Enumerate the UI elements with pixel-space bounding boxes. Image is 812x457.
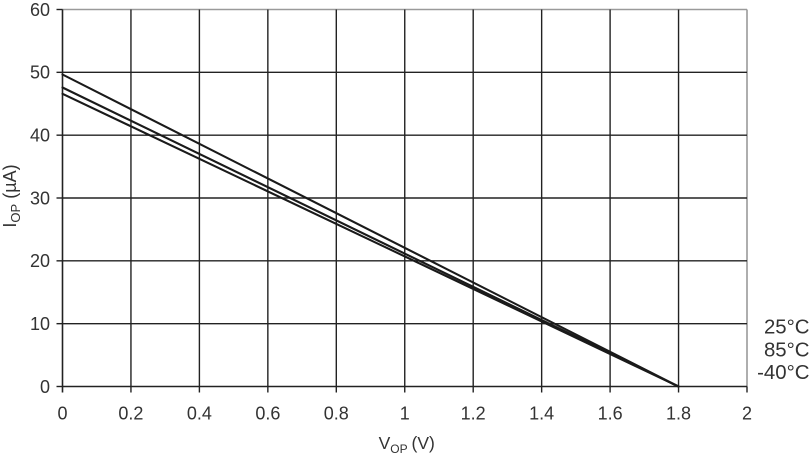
svg-text:1.4: 1.4 <box>529 403 554 423</box>
svg-text:1: 1 <box>400 403 410 423</box>
svg-text:20: 20 <box>30 251 50 271</box>
svg-text:25°C: 25°C <box>764 317 810 339</box>
svg-text:1.8: 1.8 <box>666 403 691 423</box>
svg-text:-40°C: -40°C <box>757 362 809 384</box>
svg-text:85°C: 85°C <box>764 339 810 361</box>
svg-text:0.8: 0.8 <box>324 403 349 423</box>
svg-text:1.2: 1.2 <box>461 403 486 423</box>
svg-text:60: 60 <box>30 0 50 20</box>
svg-text:0.4: 0.4 <box>187 403 212 423</box>
svg-text:0.2: 0.2 <box>118 403 143 423</box>
svg-text:10: 10 <box>30 314 50 334</box>
svg-text:0: 0 <box>40 377 50 397</box>
svg-text:40: 40 <box>30 125 50 145</box>
svg-text:30: 30 <box>30 188 50 208</box>
svg-text:0: 0 <box>57 403 67 423</box>
svg-text:50: 50 <box>30 63 50 83</box>
svg-text:0.6: 0.6 <box>255 403 280 423</box>
svg-text:VOP (V): VOP (V) <box>379 433 435 456</box>
svg-text:2: 2 <box>742 403 752 423</box>
svg-text:IOP (µA): IOP (µA) <box>0 164 23 227</box>
svg-text:1.6: 1.6 <box>598 403 623 423</box>
